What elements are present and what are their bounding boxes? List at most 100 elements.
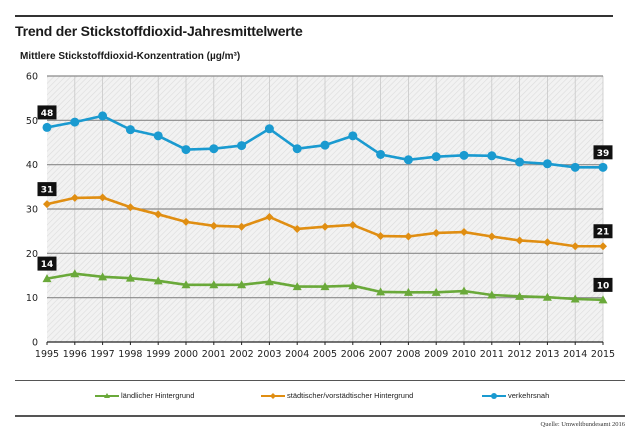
data-point xyxy=(98,193,107,202)
x-tick-label: 2006 xyxy=(341,349,365,360)
data-point xyxy=(348,131,358,141)
legend-label-traffic: verkehrsnah xyxy=(508,391,550,400)
x-tick-label: 2011 xyxy=(480,349,504,360)
data-point xyxy=(570,162,580,172)
value-label-box xyxy=(37,256,57,271)
x-tick-label: 1997 xyxy=(91,349,115,360)
data-point xyxy=(542,292,552,301)
series-urban xyxy=(43,193,607,251)
x-tick-label: 2015 xyxy=(591,349,615,360)
legend-item-traffic: verkehrsnah xyxy=(482,391,549,400)
data-point xyxy=(348,281,358,290)
x-tick-label: 2013 xyxy=(535,349,559,360)
x-tick-label: 2002 xyxy=(230,349,254,360)
legend-label-rural: ländlicher Hintergrund xyxy=(121,391,195,400)
data-point xyxy=(404,232,413,241)
data-point xyxy=(376,287,386,296)
footer-rule xyxy=(15,415,625,417)
data-point xyxy=(70,269,80,278)
y-tick-label: 0 xyxy=(32,338,38,349)
data-point xyxy=(403,155,413,165)
end-value-label-rural: 10 xyxy=(593,277,613,292)
x-tick-label: 2004 xyxy=(285,349,309,360)
x-tick-label: 2010 xyxy=(452,349,476,360)
data-point xyxy=(153,276,163,285)
legend-separator xyxy=(15,380,625,381)
data-point xyxy=(570,294,580,303)
value-label-text: 10 xyxy=(597,281,610,291)
series-rural xyxy=(42,269,608,304)
start-value-label-rural: 14 xyxy=(37,256,57,271)
data-point xyxy=(181,145,191,155)
horizontal-gridlines xyxy=(47,75,603,299)
data-point xyxy=(598,162,608,172)
data-point xyxy=(460,228,468,237)
value-label-box xyxy=(593,224,613,239)
value-label-text: 39 xyxy=(597,149,610,159)
data-point xyxy=(487,151,497,161)
x-axis: 1995 1996 1997 1998 1999 2000 2001 2002 2003 2004… xyxy=(35,341,615,360)
start-value-label-urban: 31 xyxy=(37,182,57,197)
series-traffic xyxy=(42,111,608,172)
top-rule xyxy=(15,15,613,17)
legend: ländlicher Hintergrund städtischer/vorst… xyxy=(0,391,640,405)
series-layer xyxy=(42,111,608,304)
x-tick-label: 2001 xyxy=(202,349,226,360)
source-note: Quelle: Umweltbundesamt 2016 xyxy=(540,421,625,428)
data-point xyxy=(209,280,219,289)
data-point xyxy=(542,159,552,169)
data-point xyxy=(264,124,274,134)
x-tick-label: 2003 xyxy=(257,349,281,360)
data-point xyxy=(571,242,580,251)
data-point xyxy=(181,280,191,289)
data-point xyxy=(403,287,413,296)
y-tick-label: 60 xyxy=(26,72,38,83)
x-tick-label: 2009 xyxy=(424,349,448,360)
data-point xyxy=(515,236,524,245)
x-tick-label: 2014 xyxy=(563,349,587,360)
data-point xyxy=(431,287,441,296)
data-point xyxy=(182,217,190,226)
y-tick-label: 40 xyxy=(26,160,38,171)
value-label-text: 14 xyxy=(41,260,54,270)
data-point xyxy=(599,242,607,251)
data-point xyxy=(237,280,247,289)
data-point xyxy=(42,274,52,283)
start-value-label-traffic: 48 xyxy=(37,105,57,120)
data-point xyxy=(598,295,608,304)
x-tick-label: 2012 xyxy=(508,349,532,360)
data-point xyxy=(432,228,441,237)
data-point xyxy=(98,272,108,281)
legend-item-rural: ländlicher Hintergrund xyxy=(95,391,194,400)
data-point xyxy=(459,286,469,295)
y-axis-label: Mittlere Stickstoffdioxid-Konzentration … xyxy=(20,51,241,62)
data-point xyxy=(42,122,52,132)
data-point xyxy=(292,144,302,154)
data-point xyxy=(125,273,135,282)
data-point xyxy=(376,232,385,241)
legend-triangle-line-icon xyxy=(95,392,119,398)
data-point xyxy=(125,125,135,135)
x-tick-label: 1995 xyxy=(35,349,59,360)
value-label-box xyxy=(593,145,613,160)
value-label-box xyxy=(37,105,57,120)
x-tick-label: 2005 xyxy=(313,349,337,360)
data-point xyxy=(264,277,274,286)
data-point xyxy=(126,203,135,212)
value-label-text: 31 xyxy=(41,186,54,196)
value-label-text: 48 xyxy=(41,109,54,119)
end-value-label-urban: 21 xyxy=(593,224,613,239)
value-labels: 14 10 31 21 48 39 xyxy=(37,105,613,292)
x-tick-label: 2000 xyxy=(174,349,198,360)
data-point xyxy=(70,193,79,202)
x-tick-label: 2008 xyxy=(396,349,420,360)
x-tick-label: 1999 xyxy=(146,349,170,360)
legend-item-urban: städtischer/vorstädtischer Hintergrund xyxy=(261,391,413,400)
data-point xyxy=(321,222,329,231)
legend-circle-line-icon xyxy=(482,392,506,399)
y-tick-label: 30 xyxy=(26,205,38,216)
data-point xyxy=(487,232,496,241)
data-point xyxy=(209,144,219,154)
x-tick-label: 1998 xyxy=(118,349,142,360)
x-tick-label: 2007 xyxy=(369,349,393,360)
